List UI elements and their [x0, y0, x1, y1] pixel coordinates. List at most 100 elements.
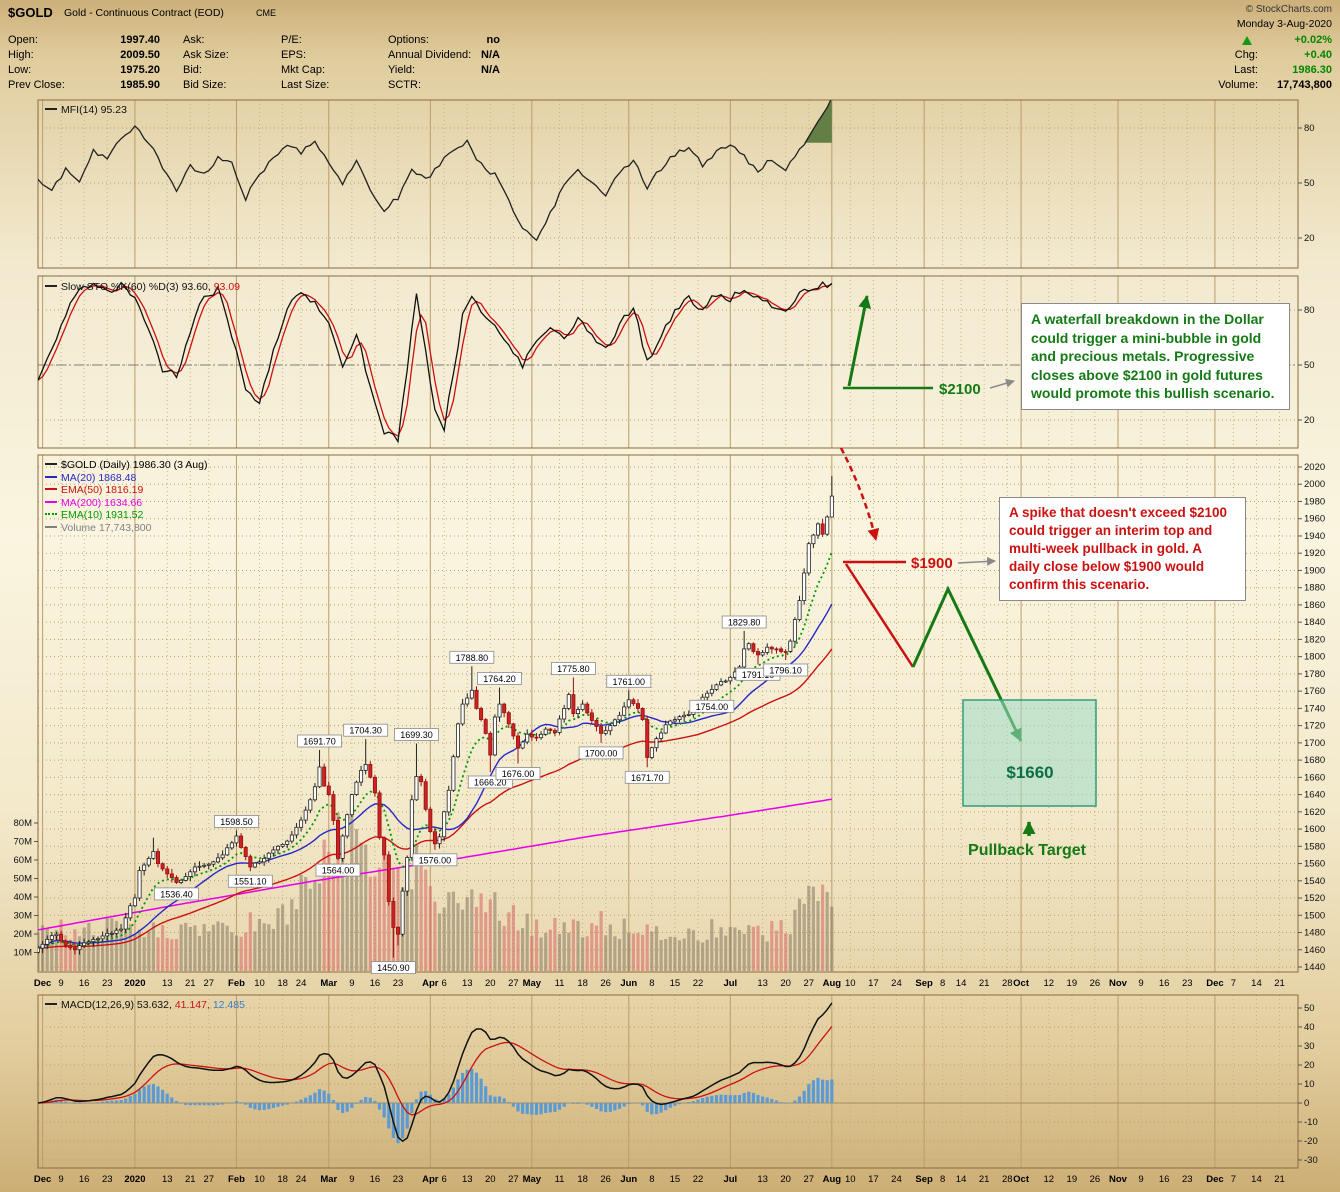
svg-text:20: 20 [485, 978, 496, 989]
svg-text:1940: 1940 [1304, 531, 1325, 542]
quote-field-yield: Yield: N/A [388, 64, 500, 76]
svg-text:1960: 1960 [1304, 514, 1325, 525]
svg-text:1900: 1900 [1304, 565, 1325, 576]
svg-text:1800: 1800 [1304, 652, 1325, 663]
legend-item: MA(20) 1868.48 [45, 472, 208, 485]
chart-date: Monday 3-Aug-2020 [1236, 18, 1332, 30]
price-legend-title-line: $GOLD (Daily) 1986.30 (3 Aug) [45, 459, 208, 472]
svg-text:8: 8 [940, 978, 945, 989]
svg-text:19: 19 [1067, 1174, 1078, 1185]
svg-text:-30: -30 [1304, 1155, 1318, 1166]
svg-text:1576.00: 1576.00 [419, 855, 452, 865]
svg-text:May: May [523, 1174, 542, 1185]
svg-text:1660: 1660 [1304, 772, 1325, 783]
svg-text:Pullback Target: Pullback Target [968, 842, 1087, 859]
svg-text:21: 21 [185, 978, 196, 989]
svg-text:1754.00: 1754.00 [696, 702, 729, 712]
svg-text:1540: 1540 [1304, 876, 1325, 887]
svg-text:1780: 1780 [1304, 669, 1325, 680]
svg-text:6: 6 [442, 1174, 447, 1185]
sto-k-value: 93.60, [181, 281, 211, 293]
svg-text:1860: 1860 [1304, 600, 1325, 611]
svg-text:Apr: Apr [422, 978, 439, 989]
quote-field-prevclose: Prev Close: 1985.90 [8, 79, 160, 91]
svg-text:$2100: $2100 [939, 381, 981, 398]
change-percent: +0.02% [1294, 34, 1332, 46]
svg-text:26: 26 [600, 978, 611, 989]
legend-item-label: MA(200) 1634.66 [61, 496, 143, 509]
svg-text:16: 16 [370, 1174, 381, 1185]
svg-text:24: 24 [296, 978, 307, 989]
svg-text:18: 18 [577, 978, 588, 989]
svg-text:1840: 1840 [1304, 617, 1325, 628]
svg-text:40: 40 [1304, 1022, 1315, 1033]
svg-text:Sep: Sep [915, 1174, 933, 1185]
quote-field-mktcap: Mkt Cap: [281, 64, 326, 76]
svg-text:27: 27 [803, 978, 814, 989]
svg-text:20: 20 [1304, 1060, 1315, 1071]
quote-field-bid: Bid: [183, 64, 202, 76]
svg-text:Oct: Oct [1013, 1174, 1030, 1185]
svg-text:1676.00: 1676.00 [502, 769, 535, 779]
legend-swatch-icon [45, 513, 57, 515]
svg-text:18: 18 [277, 978, 288, 989]
svg-text:1580: 1580 [1304, 841, 1325, 852]
svg-text:Aug: Aug [823, 1174, 842, 1185]
svg-text:23: 23 [102, 1174, 113, 1185]
macd-hist-value: 12.485 [212, 999, 245, 1011]
legend-swatch-icon [45, 500, 57, 503]
macd-line-icon [45, 1003, 57, 1005]
svg-text:Dec: Dec [1206, 1174, 1223, 1185]
svg-text:14: 14 [1251, 1174, 1262, 1185]
svg-text:24: 24 [891, 1174, 902, 1185]
svg-text:28: 28 [1002, 978, 1013, 989]
svg-text:19: 19 [1067, 978, 1078, 989]
quote-field-bidsize: Bid Size: [183, 79, 227, 91]
svg-text:50: 50 [1304, 1003, 1315, 1014]
chg-row: Chg: +0.40 [1132, 48, 1332, 63]
svg-text:8: 8 [649, 1174, 654, 1185]
copyright: © StockCharts.com [1245, 4, 1332, 15]
svg-text:21: 21 [1274, 1174, 1285, 1185]
svg-text:1796.10: 1796.10 [769, 666, 802, 676]
svg-text:21: 21 [185, 1174, 196, 1185]
bearish-scenario-note: A spike that doesn't exceed $2100 could … [999, 497, 1246, 601]
svg-text:1671.70: 1671.70 [631, 773, 664, 783]
svg-text:Jun: Jun [620, 978, 637, 989]
price-legend-title: $GOLD (Daily) 1986.30 (3 Aug) [61, 459, 208, 471]
svg-text:23: 23 [102, 978, 113, 989]
chg-label: Chg: [1234, 49, 1258, 61]
svg-text:15: 15 [670, 1174, 681, 1185]
svg-text:28: 28 [1002, 1174, 1013, 1185]
svg-text:12: 12 [1043, 978, 1054, 989]
quote-field-asksize: Ask Size: [183, 49, 229, 61]
svg-text:1666.20: 1666.20 [474, 778, 507, 788]
svg-text:70M: 70M [14, 837, 33, 848]
quote-field-ask: Ask: [183, 34, 205, 46]
svg-text:1880: 1880 [1304, 583, 1325, 594]
legend-item-label: EMA(50) 1816.19 [61, 484, 144, 496]
svg-text:27: 27 [508, 978, 519, 989]
up-arrow-icon [1242, 36, 1252, 45]
svg-text:10: 10 [1304, 1079, 1315, 1090]
legend-item: EMA(50) 1816.19 [45, 484, 208, 497]
svg-text:11: 11 [555, 978, 565, 989]
svg-text:1700: 1700 [1304, 738, 1325, 749]
svg-text:9: 9 [349, 978, 354, 989]
svg-text:12: 12 [1043, 1174, 1054, 1185]
svg-text:13: 13 [462, 1174, 473, 1185]
svg-text:30M: 30M [14, 911, 33, 922]
quote-change-block: +0.02% Chg: +0.40 Last: 1986.30 Volume: … [1132, 33, 1332, 93]
svg-text:20: 20 [1304, 415, 1315, 426]
svg-text:9: 9 [58, 1174, 63, 1185]
svg-text:23: 23 [1182, 1174, 1193, 1185]
quote-panel: Open: 1997.40 Ask: P/E: Options: no High: 2009.… [0, 33, 1000, 95]
svg-text:26: 26 [1090, 1174, 1101, 1185]
svg-text:1764.20: 1764.20 [483, 674, 516, 684]
svg-text:8: 8 [649, 978, 654, 989]
svg-text:17: 17 [868, 978, 879, 989]
svg-text:1480: 1480 [1304, 928, 1325, 939]
svg-text:13: 13 [162, 978, 173, 989]
quote-field-options: Options: no [388, 34, 500, 46]
